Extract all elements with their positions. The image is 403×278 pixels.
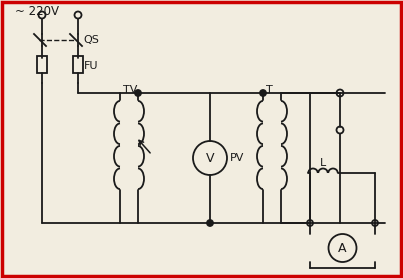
- Text: T: T: [266, 85, 273, 95]
- Circle shape: [193, 141, 227, 175]
- Text: FU: FU: [84, 61, 98, 71]
- Circle shape: [260, 90, 266, 96]
- Text: PV: PV: [230, 153, 244, 163]
- Circle shape: [328, 234, 357, 262]
- Circle shape: [337, 90, 343, 96]
- Circle shape: [307, 220, 313, 226]
- Text: V: V: [206, 152, 214, 165]
- Text: TV: TV: [123, 85, 137, 95]
- Circle shape: [372, 220, 378, 226]
- Circle shape: [207, 220, 213, 226]
- Circle shape: [337, 126, 343, 133]
- Circle shape: [75, 11, 81, 19]
- Circle shape: [135, 90, 141, 96]
- Text: L: L: [320, 158, 326, 168]
- Circle shape: [39, 11, 46, 19]
- Text: A: A: [338, 242, 347, 254]
- Text: ~ 220V: ~ 220V: [15, 4, 59, 18]
- Text: QS: QS: [83, 35, 99, 45]
- Bar: [37, 56, 47, 73]
- Bar: [73, 56, 83, 73]
